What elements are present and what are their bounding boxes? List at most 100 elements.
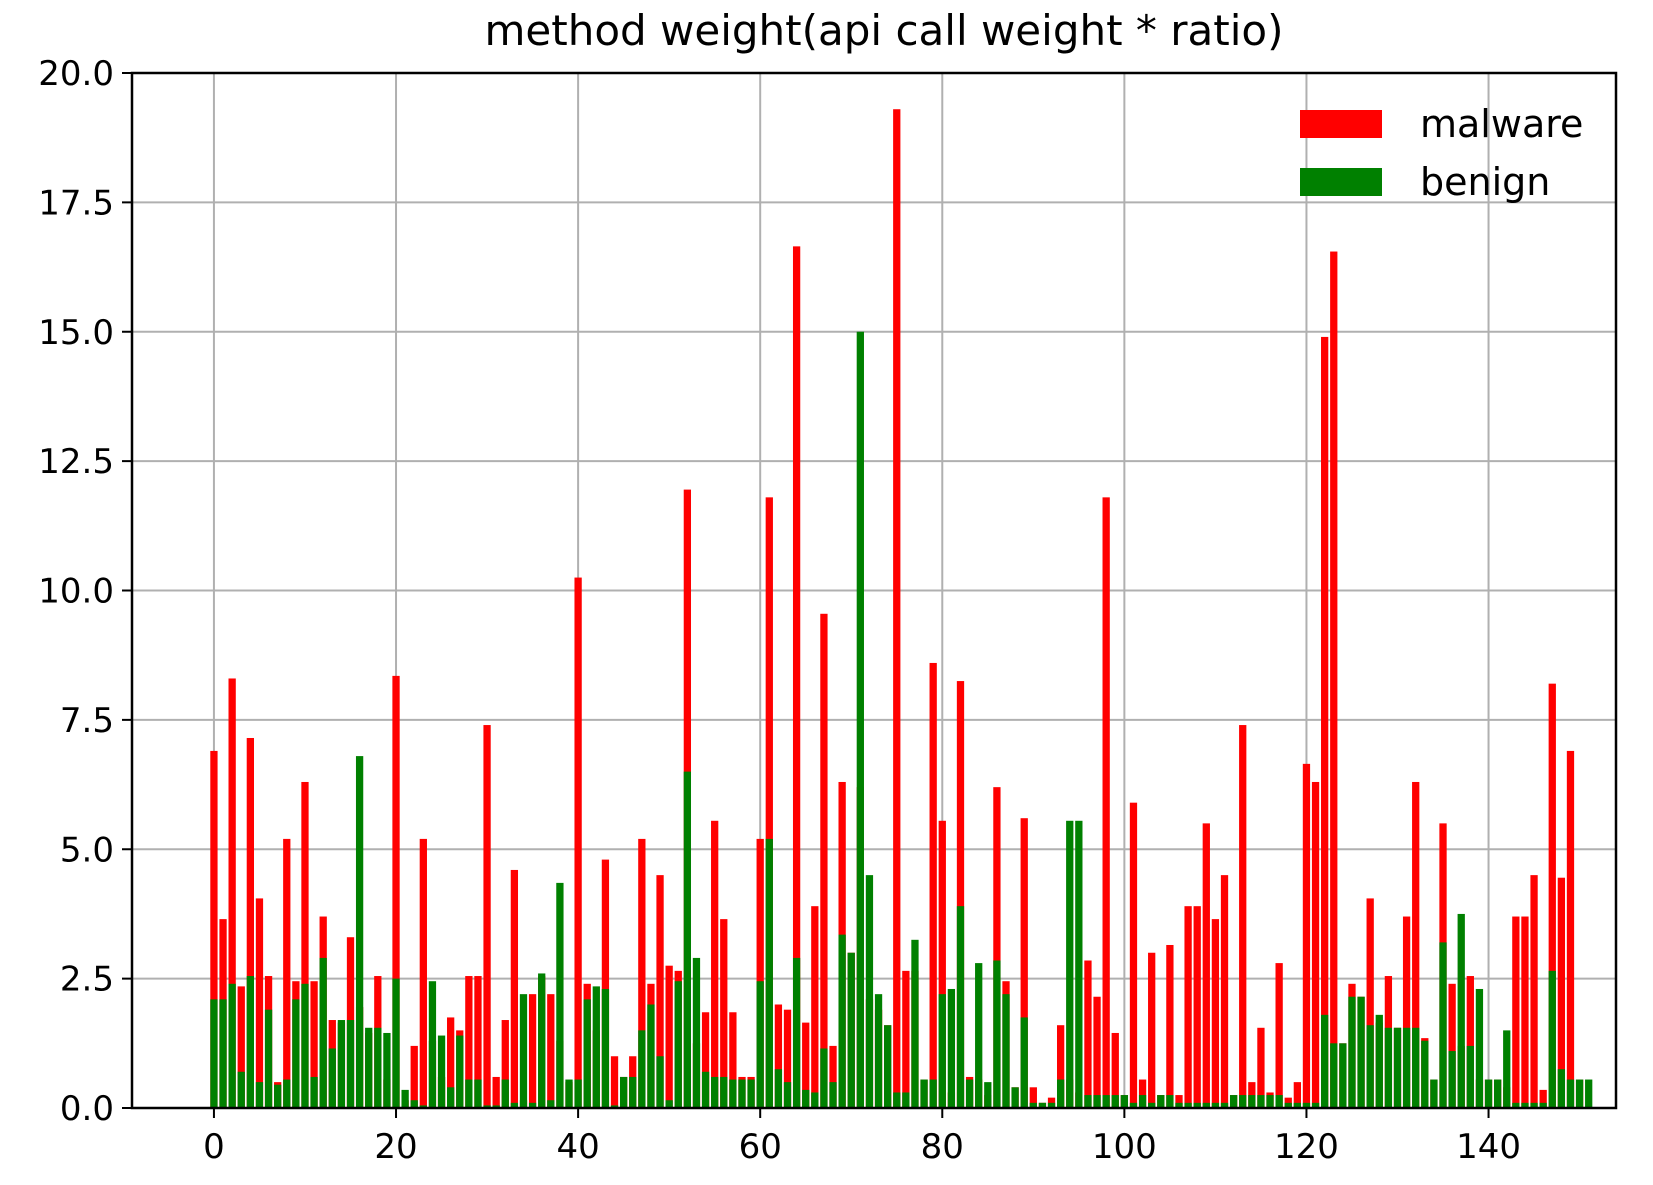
bar-benign xyxy=(920,1079,928,1108)
bar-benign xyxy=(692,957,701,1108)
bar-malware xyxy=(1466,976,1474,1108)
y-tick-label: 5.0 xyxy=(60,830,114,870)
bar-malware xyxy=(956,681,965,1108)
bar-malware xyxy=(465,976,473,1108)
x-tick-label: 120 xyxy=(1274,1127,1339,1167)
bar-benign xyxy=(1339,1043,1347,1108)
bar-malware xyxy=(1402,916,1411,1108)
legend-swatch-malware xyxy=(1300,110,1382,138)
bar-malware xyxy=(1548,683,1556,1108)
bar-malware xyxy=(1020,818,1028,1108)
legend-swatch-benign xyxy=(1300,168,1382,196)
bar-benign xyxy=(802,1089,810,1108)
bar-benign xyxy=(1575,1079,1584,1108)
bar-benign xyxy=(865,875,874,1108)
bar-benign xyxy=(246,976,254,1108)
bar-benign xyxy=(1084,1095,1092,1108)
bar-benign xyxy=(337,1020,346,1108)
bar-benign xyxy=(911,939,919,1108)
y-tick-label: 2.5 xyxy=(60,960,114,1000)
bar-benign xyxy=(765,838,773,1108)
bar-malware xyxy=(474,976,482,1108)
bar-malware xyxy=(419,838,427,1108)
bar-malware xyxy=(574,577,582,1108)
bar-benign xyxy=(956,906,965,1108)
bar-benign xyxy=(1175,1102,1183,1108)
bar-malware xyxy=(1321,336,1329,1108)
bar-malware xyxy=(492,1076,500,1108)
bar-malware xyxy=(1366,898,1374,1108)
bar-malware xyxy=(1138,1079,1147,1108)
bar-benign xyxy=(1047,1102,1056,1108)
bar-malware xyxy=(610,1056,619,1108)
bar-malware xyxy=(829,1045,837,1108)
bar-benign xyxy=(674,981,682,1108)
bar-benign xyxy=(492,1105,500,1108)
bar-malware xyxy=(765,497,773,1109)
bar-benign xyxy=(1166,1095,1174,1108)
bar-benign xyxy=(984,1082,992,1108)
bar-benign xyxy=(1348,996,1356,1108)
bar-benign xyxy=(565,1079,573,1108)
bar-malware xyxy=(1211,919,1220,1108)
bar-malware xyxy=(1029,1087,1037,1108)
bar-benign xyxy=(1266,1095,1274,1108)
bar-benign xyxy=(792,957,801,1108)
bar-malware xyxy=(1412,781,1420,1108)
bar-benign xyxy=(1457,913,1465,1108)
bar-benign xyxy=(884,1025,892,1108)
bar-benign xyxy=(1475,988,1484,1108)
bar-benign xyxy=(538,973,546,1108)
bar-benign xyxy=(392,978,400,1108)
bar-benign xyxy=(1193,1102,1201,1108)
bar-benign xyxy=(301,983,309,1108)
bar-malware xyxy=(1239,725,1247,1108)
bar-malware xyxy=(1512,916,1520,1108)
bar-malware xyxy=(1056,1025,1065,1108)
bar-benign xyxy=(592,986,600,1108)
y-axis-ticks: 0.0 2.5 5.0 7.5 10.0 12.5 15.0 17.5 20.0 xyxy=(38,54,132,1129)
bar-malware xyxy=(210,750,218,1108)
bar-benign xyxy=(838,934,846,1108)
bar-benign xyxy=(1157,1095,1165,1108)
bar-benign xyxy=(574,1079,582,1108)
x-tick-label: 140 xyxy=(1456,1127,1521,1167)
bar-malware xyxy=(1193,906,1201,1108)
bar-benign xyxy=(993,960,1001,1108)
bar-benign xyxy=(383,1032,391,1108)
bar-benign xyxy=(701,1071,710,1108)
chart-title: method weight(api call weight * ratio) xyxy=(484,6,1283,55)
bar-benign xyxy=(1275,1095,1283,1108)
bar-benign xyxy=(1184,1102,1192,1108)
bar-malware xyxy=(993,787,1001,1108)
bar-benign xyxy=(1229,1095,1238,1108)
bar-benign xyxy=(547,1100,555,1108)
bar-benign xyxy=(1202,1102,1210,1108)
bar-malware xyxy=(1093,996,1101,1108)
bar-benign xyxy=(1129,1102,1138,1108)
bar-benign xyxy=(1357,996,1365,1108)
bar-benign xyxy=(510,1102,519,1108)
bar-malware xyxy=(510,869,519,1108)
bar-benign xyxy=(1512,1102,1520,1108)
y-tick-label: 17.5 xyxy=(38,183,114,223)
bar-malware xyxy=(1521,916,1529,1108)
bar-malware xyxy=(1175,1095,1183,1108)
bar-malware xyxy=(1111,1032,1119,1108)
bar-benign xyxy=(310,1076,318,1108)
bar-benign xyxy=(346,1020,355,1108)
y-tick-label: 0.0 xyxy=(60,1089,114,1129)
bar-benign xyxy=(729,1079,737,1108)
bar-malware xyxy=(1084,960,1092,1108)
bar-malware xyxy=(1539,1089,1547,1108)
bar-benign xyxy=(720,1076,728,1108)
bar-benign xyxy=(811,1092,819,1108)
bar-benign xyxy=(1521,1102,1529,1108)
bar-benign xyxy=(1321,1014,1329,1108)
bar-malware xyxy=(501,1020,509,1108)
bar-malware xyxy=(283,838,291,1108)
y-tick-label: 20.0 xyxy=(38,54,114,94)
bar-benign xyxy=(1384,1027,1393,1108)
bar-malware xyxy=(665,965,673,1108)
